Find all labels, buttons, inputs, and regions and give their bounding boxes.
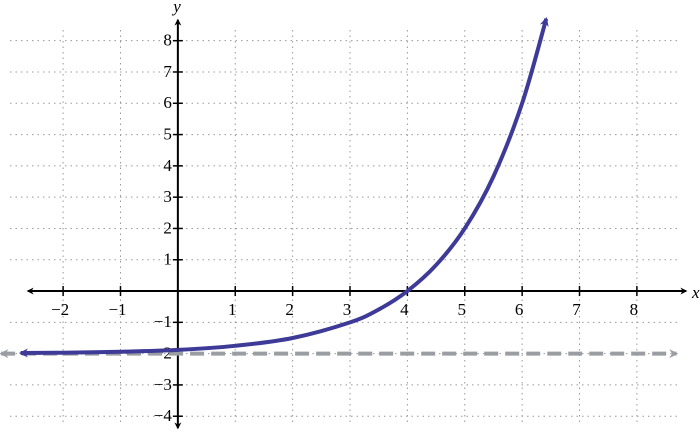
x-tick-label: 5: [458, 300, 467, 319]
x-tick-label: 2: [285, 300, 294, 319]
x-tick-label: −1: [108, 300, 126, 319]
y-tick-label: 4: [163, 156, 172, 175]
y-tick-label: 7: [163, 62, 172, 81]
y-tick-label: 3: [163, 187, 172, 206]
y-tick-label: −1: [154, 312, 172, 331]
y-tick-label: 2: [163, 218, 172, 237]
x-tick-label: 7: [572, 300, 581, 319]
y-tick-label: 8: [163, 31, 172, 50]
x-tick-label: 4: [400, 300, 409, 319]
y-tick-label: 1: [163, 250, 172, 269]
x-tick-label: −2: [51, 300, 69, 319]
x-tick-label: 6: [515, 300, 524, 319]
y-axis-label: y: [171, 0, 181, 16]
y-tick-label: −3: [154, 375, 172, 394]
x-tick-label: 1: [228, 300, 237, 319]
curve: [18, 17, 549, 358]
x-tick-label: 8: [630, 300, 639, 319]
y-tick-label: 5: [163, 124, 172, 143]
y-tick-label: 6: [163, 93, 172, 112]
x-tick-label: 3: [343, 300, 352, 319]
x-axis-label: x: [691, 283, 700, 302]
y-tick-label: −4: [154, 406, 173, 425]
grid: [10, 30, 680, 425]
